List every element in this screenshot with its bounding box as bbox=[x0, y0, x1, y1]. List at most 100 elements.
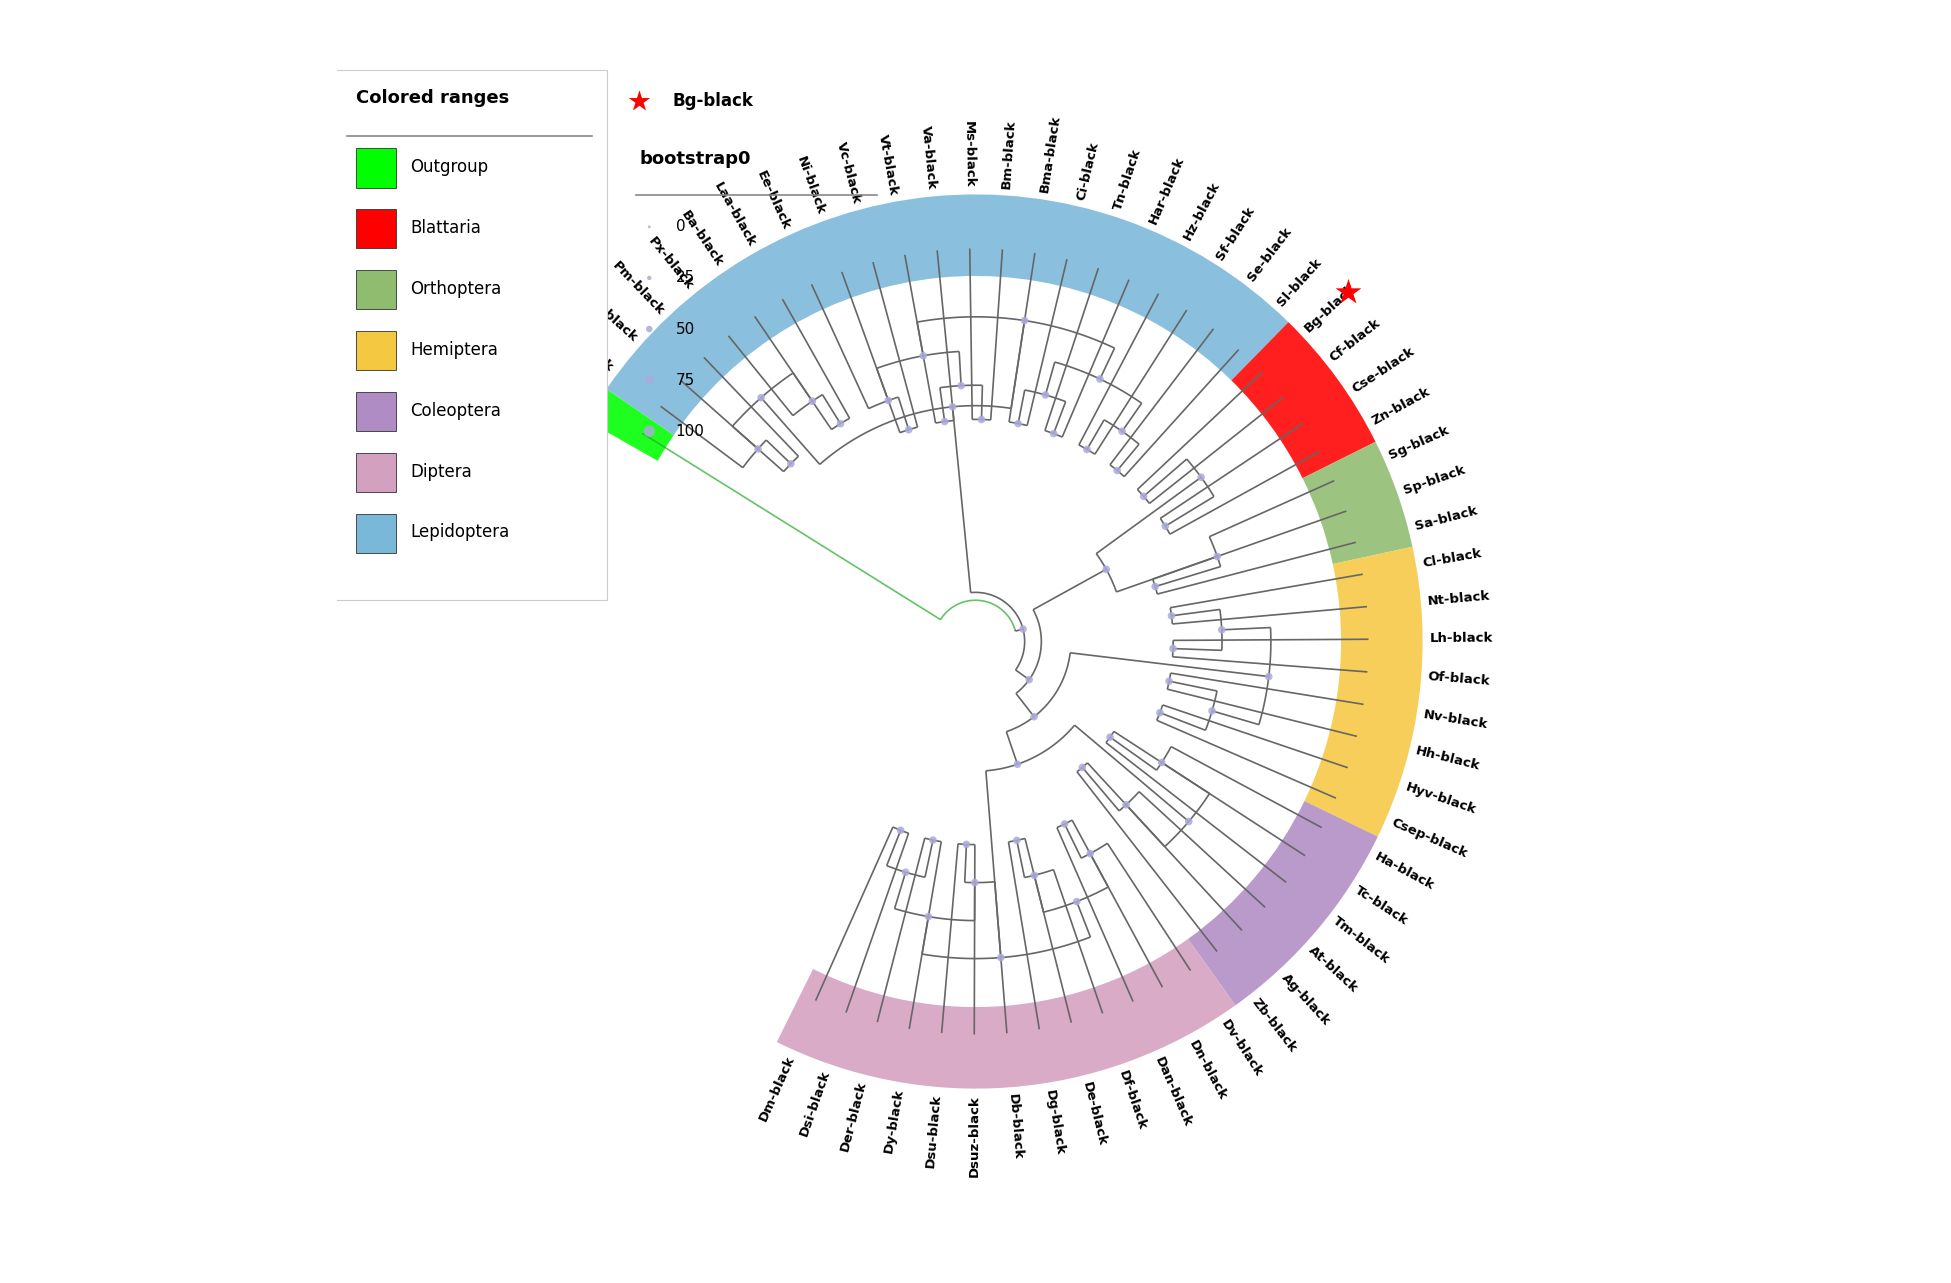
Point bbox=[745, 387, 776, 408]
FancyBboxPatch shape bbox=[332, 69, 607, 600]
Text: Hz-black: Hz-black bbox=[1180, 180, 1223, 242]
Text: At-black: At-black bbox=[1305, 944, 1360, 996]
Text: Diptera: Diptera bbox=[410, 462, 472, 481]
Text: Bma-black: Bma-black bbox=[1038, 114, 1063, 194]
Point bbox=[917, 830, 948, 851]
Point bbox=[634, 421, 665, 441]
Text: Dan-black: Dan-black bbox=[1151, 1055, 1194, 1129]
Text: Cl-black: Cl-black bbox=[1422, 547, 1483, 570]
Text: Dm-black: Dm-black bbox=[757, 1053, 796, 1123]
Point bbox=[1139, 576, 1171, 597]
Point bbox=[1202, 547, 1233, 567]
Text: Ha-black: Ha-black bbox=[1372, 851, 1436, 893]
Point bbox=[960, 872, 991, 893]
Point bbox=[1153, 671, 1184, 692]
Text: Orthoptera: Orthoptera bbox=[410, 280, 501, 298]
Text: Bg-black: Bg-black bbox=[673, 92, 753, 110]
Point bbox=[1003, 754, 1034, 775]
Point bbox=[1050, 813, 1081, 834]
Text: Ba-black: Ba-black bbox=[679, 209, 726, 269]
Text: Cse-black: Cse-black bbox=[1350, 344, 1416, 395]
Text: Dv-black: Dv-black bbox=[1219, 1017, 1264, 1080]
Text: Df-black: Df-black bbox=[1116, 1069, 1149, 1132]
Text: Se-black: Se-black bbox=[1245, 226, 1294, 284]
Text: Db-black: Db-black bbox=[1005, 1093, 1024, 1160]
Point bbox=[929, 412, 960, 432]
Wedge shape bbox=[607, 195, 1288, 435]
Point bbox=[1018, 707, 1050, 727]
Text: bootstrap0: bootstrap0 bbox=[640, 150, 751, 168]
Point bbox=[950, 834, 981, 854]
Text: Sa-black: Sa-black bbox=[1413, 504, 1479, 534]
Point bbox=[1095, 727, 1126, 748]
Text: Dy-black: Dy-black bbox=[882, 1088, 905, 1155]
Text: Sg-black: Sg-black bbox=[1387, 423, 1452, 462]
Text: Px-black: Px-black bbox=[646, 235, 695, 293]
Text: 100: 100 bbox=[675, 423, 704, 439]
FancyBboxPatch shape bbox=[357, 149, 396, 187]
Point bbox=[634, 318, 665, 339]
Point bbox=[796, 391, 827, 412]
Text: Vc-black: Vc-black bbox=[835, 140, 862, 205]
Point bbox=[1253, 666, 1284, 686]
Text: Nv-black: Nv-black bbox=[1422, 708, 1489, 731]
Text: Hyv-black: Hyv-black bbox=[1403, 781, 1477, 817]
Point bbox=[890, 862, 921, 883]
Wedge shape bbox=[1303, 441, 1413, 565]
Point bbox=[1155, 606, 1186, 626]
Text: Dn-black: Dn-black bbox=[1186, 1038, 1229, 1102]
Text: Zb-black: Zb-black bbox=[1249, 996, 1299, 1055]
Text: Pp-black: Pp-black bbox=[583, 293, 640, 345]
Text: De-black: De-black bbox=[1079, 1080, 1108, 1147]
Text: Sp-black: Sp-black bbox=[1401, 463, 1467, 497]
Point bbox=[1091, 559, 1122, 580]
Point bbox=[1067, 757, 1098, 777]
Point bbox=[1206, 620, 1237, 640]
Point bbox=[634, 268, 665, 289]
Text: Zn-black: Zn-black bbox=[1370, 385, 1432, 427]
Point bbox=[872, 390, 903, 411]
Text: Vt-black: Vt-black bbox=[876, 132, 899, 196]
Text: Blattaria: Blattaria bbox=[410, 219, 482, 237]
Point bbox=[1071, 439, 1102, 459]
Point bbox=[1128, 486, 1159, 507]
Point bbox=[966, 409, 997, 430]
Wedge shape bbox=[1188, 801, 1377, 1006]
Text: Va-black: Va-black bbox=[919, 126, 938, 190]
Point bbox=[825, 413, 856, 434]
Point bbox=[775, 453, 806, 473]
Text: Outgroup: Outgroup bbox=[410, 158, 488, 176]
Text: Hh-black: Hh-black bbox=[1414, 744, 1481, 774]
Text: Lepidoptera: Lepidoptera bbox=[410, 523, 509, 541]
Point bbox=[1018, 865, 1050, 885]
Text: Dg-black: Dg-black bbox=[1042, 1088, 1067, 1156]
Wedge shape bbox=[1305, 547, 1422, 837]
Text: Ms-black: Ms-black bbox=[962, 121, 976, 187]
FancyBboxPatch shape bbox=[357, 209, 396, 249]
Point bbox=[1061, 892, 1093, 912]
Text: Laa-black: Laa-black bbox=[712, 180, 759, 249]
Point bbox=[1030, 385, 1061, 405]
Point bbox=[1145, 702, 1176, 722]
Text: Dsuz-black: Dsuz-black bbox=[968, 1096, 981, 1178]
Point bbox=[1038, 423, 1069, 444]
FancyBboxPatch shape bbox=[357, 331, 396, 371]
Text: Tc-black: Tc-black bbox=[1352, 884, 1411, 928]
Text: Har-black: Har-black bbox=[1147, 154, 1186, 226]
Text: 25: 25 bbox=[675, 271, 695, 285]
Point bbox=[1102, 461, 1134, 481]
Wedge shape bbox=[1231, 322, 1375, 479]
Point bbox=[1015, 670, 1046, 690]
Wedge shape bbox=[587, 389, 673, 461]
Text: 75: 75 bbox=[675, 372, 695, 387]
Text: Tn-black: Tn-black bbox=[1112, 148, 1143, 212]
Point bbox=[1009, 310, 1040, 331]
FancyBboxPatch shape bbox=[357, 391, 396, 431]
Point bbox=[936, 396, 968, 417]
Text: Pm-black: Pm-black bbox=[609, 259, 667, 318]
Text: Bm-black: Bm-black bbox=[1001, 119, 1018, 189]
Point bbox=[743, 439, 775, 459]
Point bbox=[886, 820, 917, 840]
Point bbox=[894, 420, 925, 440]
Wedge shape bbox=[776, 939, 1235, 1088]
